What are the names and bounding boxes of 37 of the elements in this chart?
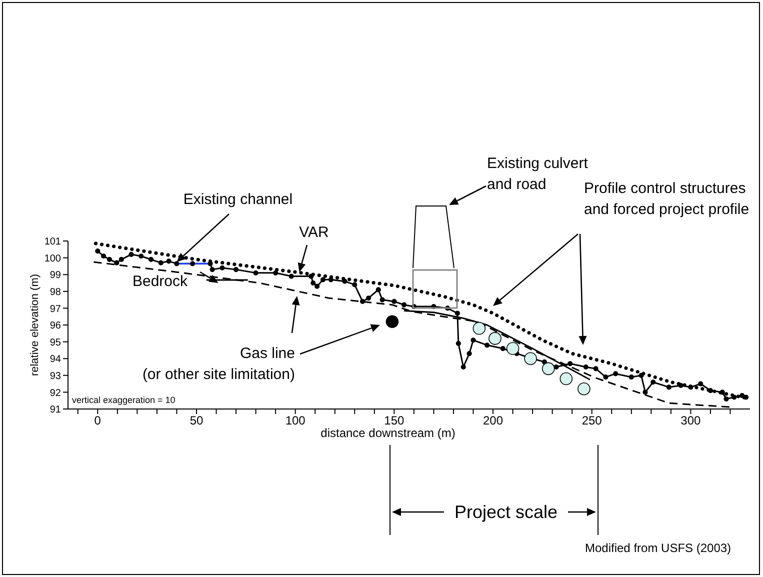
point — [578, 382, 590, 396]
point — [472, 322, 486, 335]
y-tick-label: 96 — [50, 320, 62, 332]
point — [488, 332, 502, 345]
y-tick-label: 101 — [44, 236, 62, 248]
x-tick-label: 100 — [285, 414, 306, 428]
point — [524, 352, 537, 365]
point — [542, 362, 555, 376]
annotation: vertical exaggeration = 10 — [72, 395, 176, 405]
text: Modified from USFS (2003) — [585, 541, 732, 555]
x-tick-label: 150 — [384, 414, 405, 428]
x-tick-label: 0 — [94, 414, 102, 428]
annotation: Existing channel — [183, 191, 293, 208]
x-tick-label: 250 — [582, 414, 602, 428]
y-axis-title: relative elevation (m) — [29, 274, 41, 376]
y-tick-label: 98 — [50, 286, 62, 298]
y-tick-label: 92 — [50, 388, 62, 399]
y-tick-label: 95 — [50, 337, 62, 348]
annotation: VAR — [299, 224, 330, 241]
x-tick-label: 300 — [680, 414, 702, 428]
text: Project scale — [454, 502, 558, 522]
text: Profile control structures and forced project profile — [584, 180, 750, 218]
point — [386, 315, 399, 328]
y-tick-label: 91 — [50, 404, 62, 416]
y-tick-label: 94 — [50, 354, 62, 366]
line-series — [403, 310, 591, 380]
x-tick-label: 50 — [190, 414, 204, 428]
y-tick-label: 93 — [50, 370, 62, 382]
x-tick-label: 200 — [483, 414, 504, 428]
point — [560, 372, 573, 386]
annotation: Gas line (or other site limitation) — [142, 345, 295, 383]
x-axis-title: distance downstream (m) — [320, 426, 456, 440]
point — [506, 342, 520, 355]
y-tick-label: 100 — [44, 253, 62, 264]
y-tick-label: 97 — [50, 304, 62, 315]
y-tick-label: 99 — [50, 270, 62, 282]
annotation: Bedrock — [132, 273, 188, 290]
